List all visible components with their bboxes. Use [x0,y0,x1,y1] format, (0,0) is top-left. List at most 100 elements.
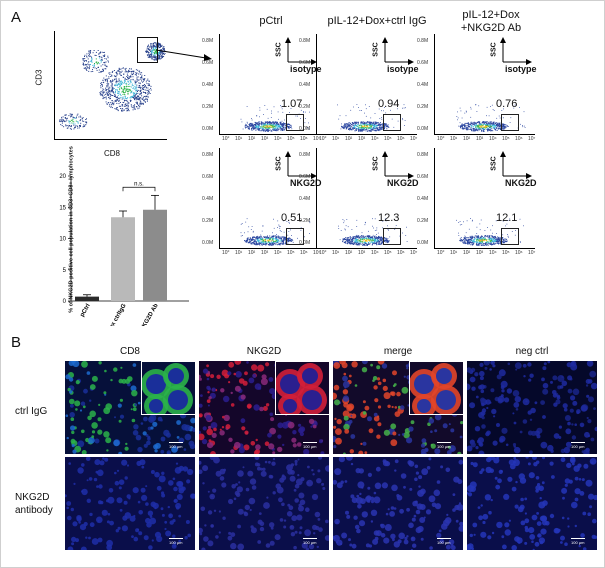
facs-y-tick: 0.6M [299,174,311,180]
facs-gate [501,228,519,245]
facs-y-tick: 0.0M [299,240,311,246]
facs-x-tick: 10² [345,136,353,142]
facs-x-tick: 10² [463,250,471,256]
scale-bar: 100 µm [303,442,317,449]
facs-y-tick: 0.6M [417,60,429,66]
facs-x-tick: 10³ [476,136,484,142]
facs-x-tick: 10° [222,136,230,142]
scale-bar-label: 100 µm [303,444,317,449]
facs-y-tick: 0.8M [202,152,214,158]
facs-x-tick: 10⁴ [274,136,282,142]
facs-x-tick: 10⁷ [313,250,321,256]
facs-dots [240,105,310,132]
bar-chart-y-label-wrap: % of NKG2D positive cell population in C… [27,146,75,313]
facs-x-tick: 10² [248,250,256,256]
scale-bar-label: 100 µm [437,444,451,449]
ssc-label: SSC [490,42,498,57]
scale-bar-label: 100 µm [169,444,183,449]
facs-x-tick: 10⁶ [300,250,308,256]
facs-x-tick: 10³ [358,250,366,256]
facs-gate-value: 0.94 [378,98,400,110]
facs-plot-isotype-2: 0.76 SSC isotype 0.0M 0.2M 0.4M 0.6M 0.8M 10° 10¹… [417,34,537,142]
nkg2d-label: NKG2D [290,178,322,188]
facs-x-tick: 10² [463,136,471,142]
bar [111,217,135,301]
facs-x-tick: 10³ [476,250,484,256]
facs-plot-nkg2d-0: 0.51 SSC NKG2D 0.0M 0.2M 0.4M 0.6M 0.8M 10° 10¹ 10… [202,148,322,256]
facs-x-tick: 10⁵ [384,250,392,256]
row-label-ctrl-igg: ctrl IgG [15,406,48,417]
bar [75,296,99,301]
row-label-nkg2d-antibody: NKG2D antibody [15,492,53,516]
micrograph-r0-c2: 100 µm [333,361,463,454]
facs-dots [338,218,408,246]
bar-y-tick: 20 [59,174,66,180]
facs-y-tick: 0.0M [299,126,311,132]
facs-y-tick: 0.6M [299,60,311,66]
facs-x-tick: 10¹ [450,136,458,142]
facs-x-tick: 10¹ [235,250,243,256]
facs-x-tick: 10⁴ [489,136,497,142]
facs-y-tick: 0.8M [417,152,429,158]
nkg2d-label: NKG2D [387,178,419,188]
facs-x-tick: 10² [248,136,256,142]
facs-y-tick: 0.6M [202,174,214,180]
facs-y-tick: 0.4M [299,196,311,202]
facs-dots [240,218,311,246]
ssc-axis-arrows-icon [285,151,317,179]
facs-gate [383,228,401,245]
scale-bar: 100 µm [437,442,451,449]
micrograph-r1-c2: 100 µm [333,457,463,550]
scale-bar: 100 µm [169,538,183,545]
facs-y-tick: 0.2M [417,218,429,224]
condition-header-ctrl-igg: pIL-12+Dox+ctrl IgG [327,15,427,27]
column-header-cd8: CD8 [119,346,140,357]
ssc-label: SSC [490,156,498,171]
facs-y-tick: 0.4M [299,82,311,88]
facs-x-tick: 10⁴ [274,250,282,256]
facs-x-tick: 10¹ [235,136,243,142]
scale-bar-label: 100 µm [437,540,451,545]
ssc-label: SSC [372,42,380,57]
facs-plot-nkg2d-2: 12.1 SSC NKG2D 0.0M 0.2M 0.4M 0.6M 0.8M 10° 10¹ 10… [417,148,537,256]
panel-b-letter: B [11,334,22,351]
condition-header-pctrl: pCtrl [259,15,283,27]
facs-x-tick: 10⁶ [515,250,523,256]
facs-gate [501,114,519,131]
scale-bar-label: 100 µm [303,540,317,545]
facs-x-tick: 10⁷ [528,136,536,142]
facs-dots [337,104,406,132]
facs-x-tick: 10¹ [332,136,340,142]
facs-dots [456,104,526,132]
facs-gate [383,114,401,131]
facs-gate-value: 12.1 [496,212,518,224]
facs-y-tick: 0.4M [417,82,429,88]
scale-bar: 100 µm [571,538,585,545]
condition-header-nkg2d-ab: pIL-12+Dox +NKG2D Ab [460,9,522,34]
facs-y-tick: 0.0M [202,240,214,246]
scale-bar: 100 µm [169,442,183,449]
facs-x-tick: 10⁵ [502,250,510,256]
facs-y-tick: 0.8M [299,152,311,158]
facs-x-tick: 10⁵ [287,136,295,142]
facs-y-tick: 0.2M [417,104,429,110]
bar-category-label: pCtrl [80,303,92,318]
facs-x-tick: 10³ [261,136,269,142]
facs-gate-value: 0.76 [496,98,518,110]
bar-y-tick: 5 [63,268,67,274]
facs-x-tick: 10° [437,136,445,142]
facs-x-tick: 10⁴ [371,136,379,142]
bar-y-tick: 15 [59,205,66,211]
scale-bar: 100 µm [437,538,451,545]
facs-y-tick: 0.2M [202,218,214,224]
isotype-label: isotype [290,64,322,74]
facs-y-tick: 0.0M [417,240,429,246]
facs-y-tick: 0.8M [299,38,311,44]
facs-gate-value: 0.51 [281,212,303,224]
facs-x-tick: 10⁶ [397,250,405,256]
facs-x-tick: 10⁶ [515,136,523,142]
facs-y-tick: 0.4M [417,196,429,202]
facs-y-tick: 0.2M [299,104,311,110]
facs-x-tick: 10⁷ [410,250,418,256]
ssc-label: SSC [275,42,283,57]
